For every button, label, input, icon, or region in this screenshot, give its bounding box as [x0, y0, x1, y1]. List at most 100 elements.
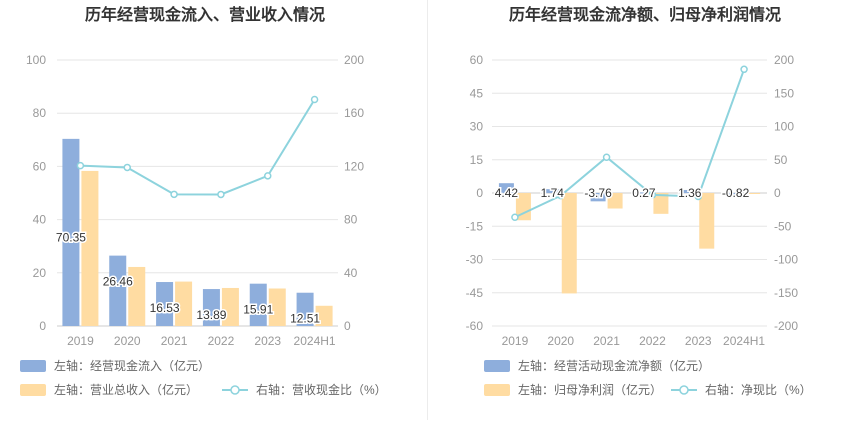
bar-secondary	[561, 193, 577, 294]
bar-primary	[728, 193, 744, 195]
ratio-point	[557, 191, 565, 200]
y-left-tick-label: 100	[26, 53, 46, 67]
ratio-point	[511, 213, 519, 222]
y-left-tick-label: 15	[470, 153, 484, 167]
chart-title: 历年经营现金流入、营业收入情况	[85, 5, 325, 24]
bar-secondary	[175, 281, 193, 326]
bar-primary	[109, 255, 127, 326]
bar-secondary	[315, 305, 333, 326]
x-tick-label: 2021	[593, 334, 620, 348]
bar-secondary	[515, 193, 531, 221]
y-right-tick-label: 160	[344, 106, 364, 120]
bar-secondary	[699, 193, 715, 249]
bar-primary	[296, 292, 314, 326]
y-right-tick-label: 200	[774, 53, 794, 67]
chart-net-cashflow-profit: 历年经营现金流净额、归母净利润情况-60-45-30-15015304560-2…	[466, 5, 812, 397]
y-right-tick-label: 100	[774, 120, 794, 134]
bar-secondary	[221, 287, 239, 326]
legend-swatch	[20, 384, 46, 396]
x-tick-label: 2019	[502, 334, 529, 348]
ratio-line	[514, 68, 746, 219]
x-tick-label: 2024H1	[294, 334, 336, 348]
bar-primary	[62, 138, 80, 326]
y-right-tick-label: 150	[774, 86, 794, 100]
bar-data-label: 1.74	[541, 186, 565, 200]
y-right-tick-label: 120	[344, 159, 364, 173]
x-tick-label: 2024H1	[723, 334, 765, 348]
y-right-tick-label: -150	[774, 286, 798, 300]
y-left-tick-label: 60	[470, 53, 484, 67]
ratio-point	[170, 190, 178, 199]
bar-primary	[636, 192, 652, 194]
y-right-tick-label: 0	[774, 186, 781, 200]
y-left-tick-label: -15	[466, 219, 484, 233]
bar-secondary	[745, 193, 761, 194]
y-right-tick-label: -100	[774, 253, 798, 267]
bar-secondary	[128, 266, 146, 326]
bar-data-label: 1.36	[678, 186, 702, 200]
bar-secondary	[268, 288, 286, 326]
y-right-tick-label: -200	[774, 319, 798, 333]
x-tick-label: 2022	[208, 334, 235, 348]
bar-primary	[590, 193, 606, 202]
y-left-tick-label: 0	[476, 186, 483, 200]
y-left-tick-label: 80	[33, 106, 47, 120]
bar-data-label: 13.89	[196, 308, 226, 322]
bar-secondary	[607, 193, 623, 209]
x-tick-label: 2023	[685, 334, 712, 348]
y-left-tick-label: 30	[470, 120, 484, 134]
y-right-tick-label: -50	[774, 219, 792, 233]
legend-swatch	[20, 360, 46, 372]
legend-line-marker-dot	[679, 385, 689, 395]
bar-primary	[156, 282, 174, 326]
y-left-tick-label: 20	[33, 266, 47, 280]
bar-data-label: 70.35	[56, 230, 86, 244]
ratio-point	[123, 163, 131, 172]
legend-swatch	[484, 360, 510, 372]
x-tick-label: 2020	[547, 334, 574, 348]
ratio-point	[217, 190, 225, 199]
ratio-line	[80, 98, 316, 196]
y-left-tick-label: 0	[39, 319, 46, 333]
x-tick-label: 2019	[67, 334, 94, 348]
legend-label: 左轴：营业总收入（亿元）	[54, 382, 198, 397]
y-left-tick-label: -45	[466, 286, 484, 300]
panel-divider	[427, 0, 428, 420]
ratio-point	[694, 192, 702, 201]
bar-secondary	[81, 170, 99, 326]
bar-data-label: 0.27	[632, 186, 656, 200]
legend-label: 左轴：经营活动现金流净额（亿元）	[518, 358, 710, 373]
y-left-tick-label: -60	[466, 319, 484, 333]
bar-primary	[682, 189, 698, 193]
y-right-tick-label: 0	[344, 319, 351, 333]
ratio-point	[740, 65, 748, 74]
bar-secondary	[653, 193, 669, 214]
chart-cash-inflow-revenue: 历年经营现金流入、营业收入情况 0 20 40 60 80 100 0 40 80 120 160 20…	[20, 5, 387, 397]
legend-label: 左轴：经营现金流入（亿元）	[54, 358, 210, 373]
y-right-tick-label: 40	[344, 266, 358, 280]
x-tick-label: 2021	[161, 334, 188, 348]
ratio-point	[648, 191, 657, 199]
legend-swatch	[484, 384, 510, 396]
y-left-tick-label: 60	[33, 159, 47, 173]
y-left-tick-label: 45	[470, 86, 484, 100]
bar-primary	[498, 183, 514, 193]
bar-data-label: 15.91	[243, 303, 273, 317]
ratio-point	[310, 95, 319, 104]
y-right-tick-label: 200	[344, 53, 364, 67]
y-left-tick-label: 40	[33, 213, 47, 227]
y-right-tick-label: 50	[774, 153, 788, 167]
chart-title: 历年经营现金流净额、归母净利润情况	[509, 5, 781, 24]
y-right-tick-label: 80	[344, 213, 358, 227]
bar-data-label: 16.53	[150, 301, 180, 315]
bar-data-label: 26.46	[103, 275, 133, 289]
legend-label: 右轴：净现比（%）	[705, 382, 812, 397]
bar-primary	[544, 189, 560, 193]
bar-data-label: 12.51	[290, 312, 320, 326]
legend-line-marker-dot	[230, 385, 240, 395]
x-tick-label: 2020	[114, 334, 141, 348]
legend-label: 右轴：营收现金比（%）	[256, 382, 387, 397]
bar-data-label: -0.82	[722, 186, 750, 200]
x-tick-label: 2023	[254, 334, 281, 348]
